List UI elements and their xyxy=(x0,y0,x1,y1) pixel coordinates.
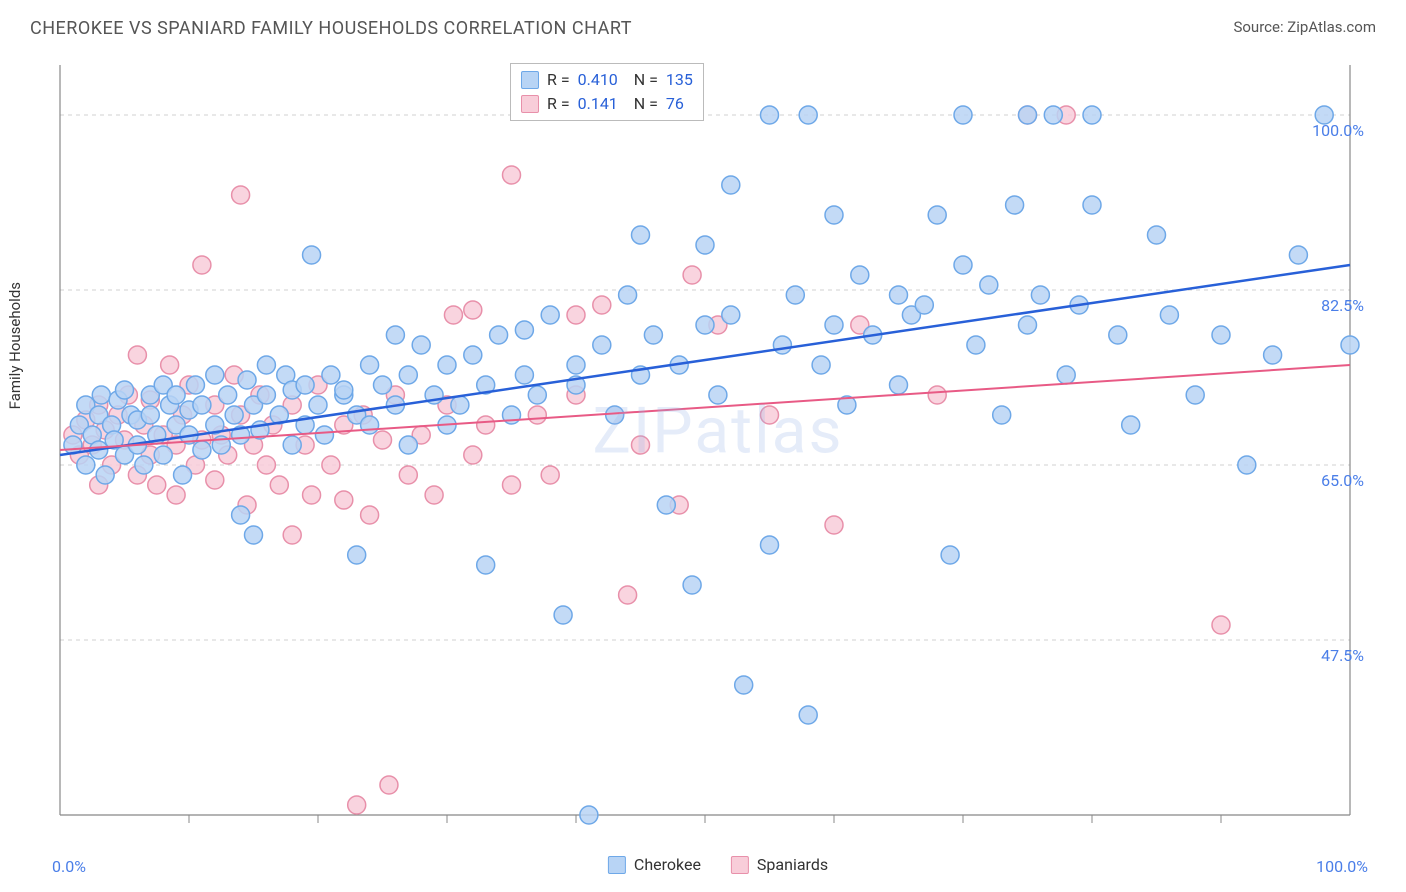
legend-correlation: R = 0.410 N = 135R = 0.141 N = 76 xyxy=(510,63,704,121)
legend-row: R = 0.410 N = 135 xyxy=(521,68,693,92)
legend-item: Cherokee xyxy=(608,855,701,874)
chart-title: CHEROKEE VS SPANIARD FAMILY HOUSEHOLDS C… xyxy=(30,18,632,39)
chart-area: Family Households ZIPatlas R = 0.410 N =… xyxy=(50,55,1386,872)
x-axis-min-label: 0.0% xyxy=(52,857,86,876)
y-tick-label: 82.5% xyxy=(1321,296,1364,315)
scatter-chart-svg xyxy=(50,55,1370,845)
legend-series: Cherokee Spaniards xyxy=(608,855,828,874)
source-attribution: Source: ZipAtlas.com xyxy=(1233,18,1376,36)
x-axis-max-label: 100.0% xyxy=(1316,857,1368,876)
y-tick-label: 100.0% xyxy=(1312,121,1364,140)
legend-item: Spaniards xyxy=(731,855,828,874)
y-axis-label: Family Households xyxy=(6,281,24,408)
y-tick-label: 47.5% xyxy=(1321,646,1364,665)
legend-row: R = 0.141 N = 76 xyxy=(521,92,693,116)
y-tick-label: 65.0% xyxy=(1321,471,1364,490)
